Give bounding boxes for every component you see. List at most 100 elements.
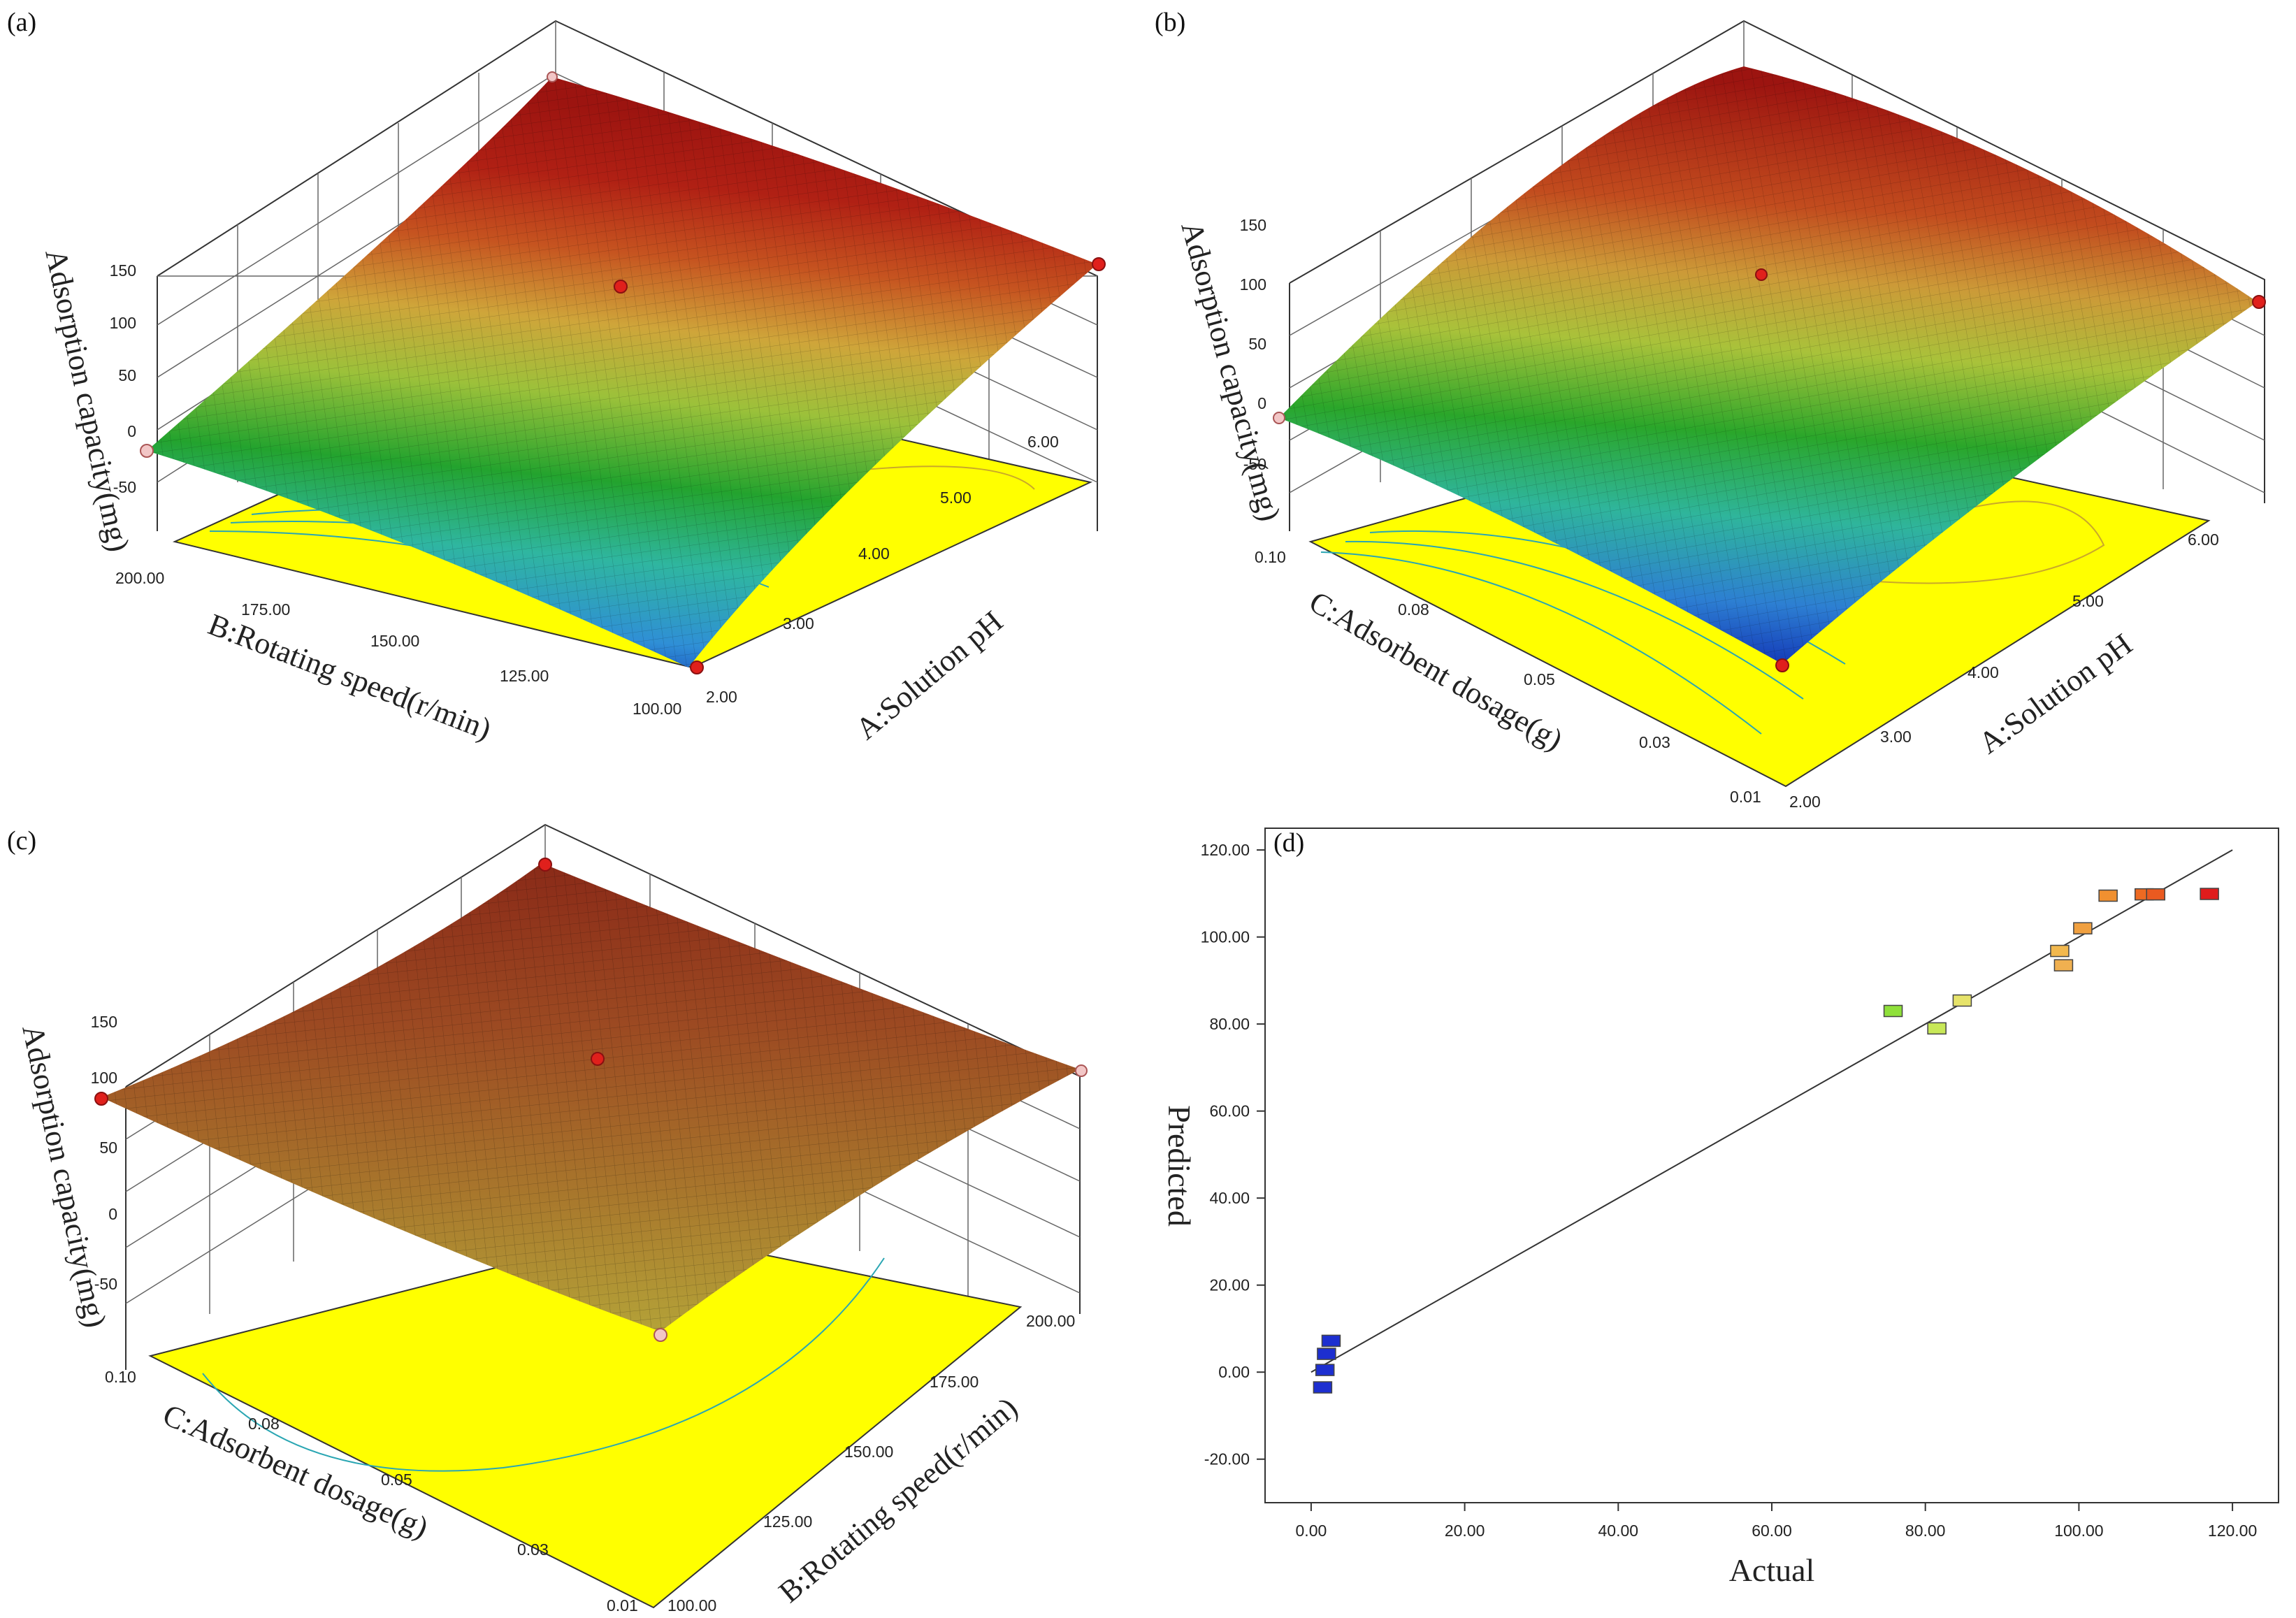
x-tick-label: 80.00 (1905, 1522, 1946, 1540)
panel-b-ytick: 2.00 (1789, 793, 1821, 811)
panel-b-ztick: -50 (1243, 455, 1266, 473)
scatter-point (1317, 1348, 1336, 1360)
x-tick-label: 100.00 (2054, 1522, 2103, 1540)
panel-c-point (94, 1092, 108, 1106)
panel-c-xtick: 0.08 (248, 1415, 280, 1433)
panel-b-ytick: 5.00 (2072, 592, 2104, 610)
panel-a-xtick: 175.00 (241, 600, 290, 619)
panel-b: (b) 150 100 50 0 -50 0.10 0.08 0.05 0.03… (1155, 8, 2266, 811)
scatter-point (1952, 994, 1972, 1007)
x-tick-label: 0.00 (1296, 1522, 1327, 1540)
panel-a-xtick: 125.00 (500, 667, 549, 685)
panel-a-ztick: 0 (127, 422, 136, 440)
scatter-point (2098, 889, 2118, 902)
panel-a-point (140, 444, 154, 458)
panel-c-xtick: 0.01 (607, 1596, 638, 1615)
y-tick-label: 60.00 (1209, 1102, 1250, 1120)
panel-c-ztick: 0 (108, 1205, 117, 1223)
scatter-point (2050, 944, 2070, 958)
y-tick-label: 40.00 (1209, 1189, 1250, 1207)
panel-a-ztick: 100 (110, 314, 136, 332)
panel-a-zlabel: Adsorption capacity(mg) (38, 246, 136, 555)
panel-c-ztick: 50 (99, 1139, 117, 1157)
panel-c-xtick: 0.03 (517, 1540, 549, 1559)
panel-d-y-axis: -20.00 0.00 20.00 40.00 60.00 80.00 100.00 120.… (1201, 841, 1265, 1468)
scatter-point (1927, 1022, 1947, 1035)
panel-d-points (1313, 888, 2219, 1394)
panel-d-fit-line (1311, 849, 2233, 1373)
scatter-point (2073, 922, 2093, 934)
panel-d-label: (d) (1273, 828, 1304, 858)
panel-b-xtick: 0.10 (1255, 548, 1286, 566)
panel-c-ytick: 175.00 (930, 1373, 979, 1391)
panel-a-xlabel: B:Rotating speed(r/min) (203, 607, 496, 746)
y-tick-label: -20.00 (1204, 1450, 1250, 1468)
panel-b-ztick: 0 (1257, 394, 1266, 412)
panel-a-point (690, 660, 704, 674)
panel-d-ylabel: Predicted (1162, 1105, 1197, 1227)
panel-a-label: (a) (7, 8, 36, 37)
panel-c-label: (c) (7, 826, 36, 855)
panel-a-ytick: 2.00 (706, 688, 737, 706)
panel-d-x-axis: 0.00 20.00 40.00 60.00 80.00 100.00 120.00 (1296, 1503, 2257, 1540)
panel-a-ytick: 3.00 (783, 614, 814, 633)
panel-b-ztick: 150 (1240, 216, 1266, 234)
y-tick-label: 80.00 (1209, 1015, 1250, 1033)
panel-a-ytick: 4.00 (858, 544, 890, 563)
panel-a-ylabel: A:Solution pH (849, 604, 1009, 746)
panel-b-xtick: 0.01 (1730, 788, 1761, 806)
panel-a-ytick: 5.00 (940, 489, 972, 507)
panel-b-xtick: 0.08 (1398, 600, 1429, 619)
scatter-point (1321, 1334, 1341, 1348)
panel-b-ytick: 6.00 (2188, 530, 2219, 549)
panel-b-ytick: 4.00 (1968, 663, 1999, 681)
panel-b-ztick: 100 (1240, 275, 1266, 294)
y-tick-label: 120.00 (1201, 841, 1250, 859)
panel-d-xlabel: Actual (1729, 1552, 1815, 1588)
panel-a-point (547, 71, 558, 82)
panel-a-ztick: 50 (118, 366, 136, 384)
panel-a-xtick: 150.00 (370, 632, 419, 650)
x-tick-label: 20.00 (1445, 1522, 1485, 1540)
panel-c-point (1075, 1064, 1088, 1077)
scatter-point (1883, 1004, 1903, 1018)
panel-c-ztick: -50 (94, 1275, 117, 1293)
panel-a-surface (147, 77, 1097, 667)
panel-c-surface (101, 863, 1080, 1331)
panel-c-ytick: 100.00 (667, 1596, 716, 1615)
panel-c-ytick: 200.00 (1026, 1312, 1075, 1330)
y-tick-label: 100.00 (1201, 928, 1250, 946)
panel-d-plot-frame (1264, 828, 2279, 1503)
scatter-point (2146, 888, 2165, 901)
panel-c-point (538, 858, 552, 872)
panel-a-point (614, 280, 628, 294)
panel-c-floor (148, 1229, 1023, 1609)
panel-c-xtick: 0.10 (105, 1368, 136, 1386)
panel-b-point (1775, 658, 1789, 672)
y-tick-label: 20.00 (1209, 1276, 1250, 1294)
y-tick-label: 0.00 (1218, 1363, 1250, 1381)
panel-c: (c) 150 100 50 0 -50 0.10 0.08 0.05 0.03… (7, 823, 1088, 1615)
panel-b-label: (b) (1155, 8, 1185, 37)
panel-a-xtick: 100.00 (633, 700, 681, 718)
panel-b-ytick: 3.00 (1880, 728, 1912, 746)
panel-c-ztick: 150 (91, 1013, 117, 1031)
panel-a-xtick: 200.00 (115, 569, 164, 587)
panel-c-ytick: 125.00 (763, 1512, 812, 1531)
scatter-point (2200, 888, 2219, 900)
panel-b-zlabel: Adsorption capacity(mg) (1174, 218, 1287, 525)
panel-b-xtick: 0.03 (1639, 733, 1670, 751)
panel-b-point (1755, 268, 1768, 281)
x-tick-label: 60.00 (1752, 1522, 1792, 1540)
panel-b-point (1273, 412, 1285, 424)
scatter-point (1315, 1364, 1335, 1376)
panel-a-ytick: 6.00 (1027, 433, 1059, 451)
panel-c-contour (202, 1257, 885, 1472)
panel-b-point (2252, 295, 2266, 309)
scatter-point (1313, 1381, 1333, 1394)
panel-a-ztick: -50 (113, 478, 136, 496)
panel-d: (d) -20.00 0.00 20.00 40.00 60.00 80.00 100.00… (1162, 828, 2279, 1588)
panel-c-point (591, 1052, 605, 1066)
panel-b-surface (1279, 66, 2258, 664)
